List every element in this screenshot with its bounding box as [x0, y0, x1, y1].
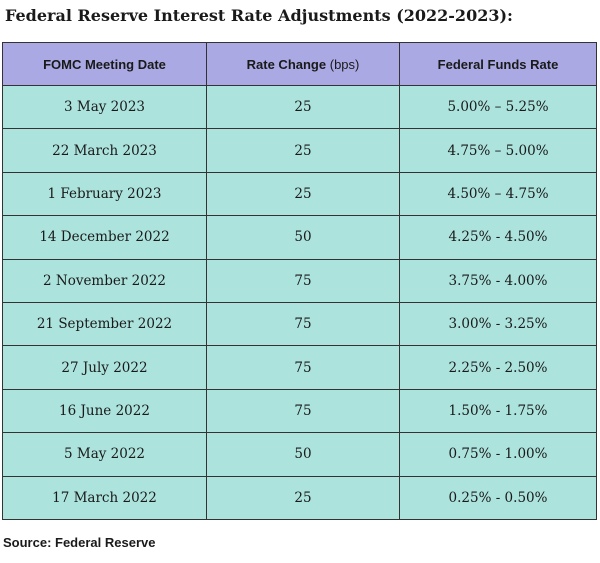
source-note: Source: Federal Reserve	[3, 535, 156, 550]
header-rate-change-label: Rate Change	[246, 56, 327, 72]
cell-rate-change: 75	[206, 258, 400, 303]
cell-meeting-date: 16 June 2022	[2, 388, 207, 434]
cell-funds-rate: 0.25% - 0.50%	[399, 475, 597, 520]
table-row: 27 July 2022 75 2.25% - 2.50%	[2, 345, 597, 390]
cell-meeting-date: 27 July 2022	[2, 345, 207, 390]
table-row: 14 December 2022 50 4.25% - 4.50%	[2, 215, 597, 260]
cell-rate-change: 25	[206, 475, 400, 520]
table-row: 3 May 2023 25 5.00% – 5.25%	[2, 84, 597, 130]
cell-meeting-date: 1 February 2023	[2, 171, 207, 217]
table-row: 22 March 2023 25 4.75% – 5.00%	[2, 128, 597, 173]
cell-meeting-date: 3 May 2023	[2, 84, 207, 130]
cell-funds-rate: 5.00% – 5.25%	[399, 84, 597, 130]
cell-meeting-date: 17 March 2022	[2, 475, 207, 520]
cell-rate-change: 75	[206, 301, 400, 347]
page-title: Federal Reserve Interest Rate Adjustment…	[5, 6, 513, 25]
cell-rate-change: 25	[206, 171, 400, 217]
table-row: 5 May 2022 50 0.75% - 1.00%	[2, 432, 597, 477]
table-row: 16 June 2022 75 1.50% - 1.75%	[2, 388, 597, 434]
cell-rate-change: 25	[206, 128, 400, 173]
table-row: 17 March 2022 25 0.25% - 0.50%	[2, 475, 597, 520]
cell-rate-change: 50	[206, 432, 400, 477]
table-row: 2 November 2022 75 3.75% - 4.00%	[2, 258, 597, 303]
cell-funds-rate: 3.00% - 3.25%	[399, 301, 597, 347]
cell-meeting-date: 21 September 2022	[2, 301, 207, 347]
cell-rate-change: 25	[206, 84, 400, 130]
header-funds-rate: Federal Funds Rate	[399, 42, 597, 86]
rates-table: FOMC Meeting Date Rate Change (bps) Fede…	[2, 42, 597, 520]
header-meeting-date: FOMC Meeting Date	[2, 42, 207, 86]
cell-funds-rate: 4.25% - 4.50%	[399, 215, 597, 260]
cell-meeting-date: 2 November 2022	[2, 258, 207, 303]
table-row: 21 September 2022 75 3.00% - 3.25%	[2, 301, 597, 347]
cell-meeting-date: 5 May 2022	[2, 432, 207, 477]
cell-meeting-date: 22 March 2023	[2, 128, 207, 173]
header-rate-change-unit: (bps)	[329, 56, 360, 72]
cell-meeting-date: 14 December 2022	[2, 215, 207, 260]
cell-funds-rate: 4.75% – 5.00%	[399, 128, 597, 173]
header-rate-change: Rate Change (bps)	[206, 42, 400, 86]
cell-funds-rate: 1.50% - 1.75%	[399, 388, 597, 434]
cell-funds-rate: 4.50% – 4.75%	[399, 171, 597, 217]
cell-funds-rate: 2.25% - 2.50%	[399, 345, 597, 390]
table-row: 1 February 2023 25 4.50% – 4.75%	[2, 171, 597, 217]
table-header-row: FOMC Meeting Date Rate Change (bps) Fede…	[2, 42, 597, 86]
cell-rate-change: 75	[206, 388, 400, 434]
cell-funds-rate: 3.75% - 4.00%	[399, 258, 597, 303]
cell-rate-change: 50	[206, 215, 400, 260]
cell-rate-change: 75	[206, 345, 400, 390]
cell-funds-rate: 0.75% - 1.00%	[399, 432, 597, 477]
